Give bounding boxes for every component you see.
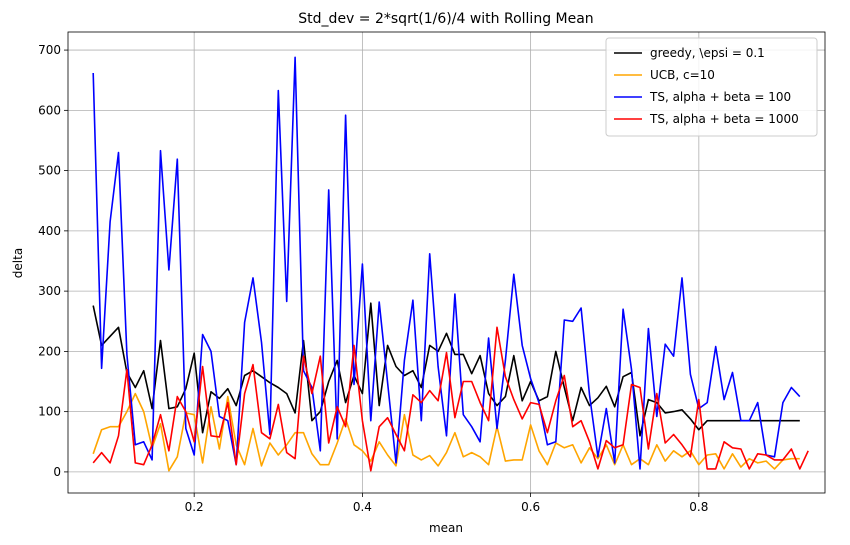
y-tick-label: 600 [38, 103, 61, 117]
y-tick-label: 200 [38, 344, 61, 358]
y-tick-label: 100 [38, 405, 61, 419]
x-tick-label: 0.6 [521, 500, 540, 514]
legend-box [605, 37, 818, 137]
x-tick-label: 0.8 [689, 500, 708, 514]
series-line-1 [92, 302, 800, 437]
y-tick-label: 400 [38, 224, 61, 238]
x-axis-label: mean [429, 521, 463, 535]
plot-frame [67, 31, 826, 494]
legend-label-4: TS, alpha + beta = 1000 [649, 112, 799, 126]
x-tick-label: 0.2 [185, 500, 204, 514]
y-tick-label: 700 [38, 43, 61, 57]
legend: greedy, \epsi = 0.1 UCB, c=10 TS, alpha + … [605, 37, 818, 137]
chart-title: Std_dev = 2*sqrt(1/6)/4 with Rolling Mea… [298, 11, 593, 27]
y-tick-label: 500 [38, 164, 61, 178]
series-line-3 [92, 56, 801, 470]
series-line-2 [92, 392, 800, 472]
legend-label-2: UCB, c=10 [650, 68, 715, 82]
legend-label-1: greedy, \epsi = 0.1 [650, 46, 765, 60]
y-tick-label: 0 [53, 465, 61, 479]
y-axis-label: delta [11, 248, 25, 278]
series-line-4 [92, 326, 809, 472]
y-tick-label: 300 [38, 284, 61, 298]
legend-label-3: TS, alpha + beta = 100 [649, 90, 791, 104]
x-tick-label: 0.4 [353, 500, 372, 514]
series-layer [92, 56, 809, 472]
tick-layer: 0.2 0.4 0.6 0.8 0 100 200 300 400 500 600 700 [38, 43, 708, 514]
